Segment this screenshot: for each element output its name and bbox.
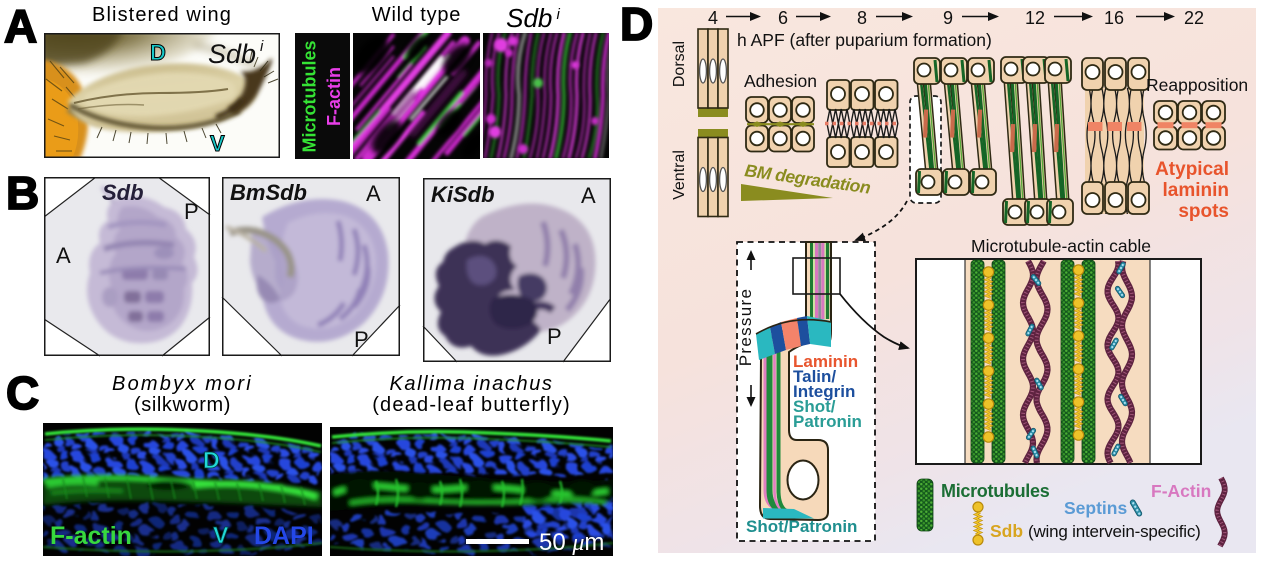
svg-text:h APF (after puparium formatio: h APF (after puparium formation) xyxy=(737,30,992,50)
svg-text:Microtubule-actin cable: Microtubule-actin cable xyxy=(971,236,1151,256)
svg-text:P: P xyxy=(547,324,562,349)
svg-text:Talin/: Talin/ xyxy=(793,367,836,386)
svg-text:Sdb: Sdb xyxy=(990,521,1023,541)
svg-text:Dorsal: Dorsal xyxy=(671,41,688,87)
svg-text:DAPI: DAPI xyxy=(254,522,314,550)
svg-text:Reapposition: Reapposition xyxy=(1146,75,1248,95)
svg-text:Patronin: Patronin xyxy=(793,412,862,431)
svg-text:50 μm: 50 μm xyxy=(539,529,604,556)
svg-text:spots: spots xyxy=(1178,201,1229,222)
svg-text:V: V xyxy=(210,131,225,156)
svg-text:Pressure: Pressure xyxy=(736,288,755,366)
svg-text:A: A xyxy=(581,183,596,208)
svg-text:Laminin: Laminin xyxy=(793,352,858,371)
svg-text:12: 12 xyxy=(1025,8,1045,28)
svg-text:V: V xyxy=(213,522,229,548)
svg-text:Sdb: Sdb xyxy=(208,39,256,69)
svg-text:22: 22 xyxy=(1184,8,1204,28)
svg-text:Shot/Patronin: Shot/Patronin xyxy=(746,517,857,536)
svg-text:16: 16 xyxy=(1104,8,1124,28)
svg-text:Sdb: Sdb xyxy=(102,180,144,205)
svg-text:9: 9 xyxy=(943,8,953,28)
svg-text:laminin: laminin xyxy=(1162,180,1229,201)
svg-text:Ventral: Ventral xyxy=(671,150,688,200)
svg-text:8: 8 xyxy=(857,8,867,28)
svg-text:i: i xyxy=(260,38,264,55)
svg-text:Adhesion: Adhesion xyxy=(744,71,817,91)
svg-text:A: A xyxy=(366,181,381,206)
svg-text:BmSdb: BmSdb xyxy=(230,180,307,205)
svg-text:Atypical: Atypical xyxy=(1155,159,1229,180)
svg-text:Integrin: Integrin xyxy=(793,382,855,401)
svg-text:4: 4 xyxy=(708,8,718,28)
svg-text:A: A xyxy=(56,243,71,268)
svg-text:P: P xyxy=(184,199,199,224)
svg-text:Septins: Septins xyxy=(1064,498,1127,518)
svg-text:D: D xyxy=(150,40,166,65)
svg-text:D: D xyxy=(203,447,220,473)
svg-text:(wing intervein-specific): (wing intervein-specific) xyxy=(1028,522,1201,541)
svg-text:Microtubules: Microtubules xyxy=(941,481,1050,501)
svg-text:6: 6 xyxy=(778,8,788,28)
svg-text:KiSdb: KiSdb xyxy=(431,182,495,207)
svg-text:Shot/: Shot/ xyxy=(793,397,836,416)
svg-text:F-Actin: F-Actin xyxy=(1151,481,1211,501)
svg-text:F-actin: F-actin xyxy=(50,522,132,550)
svg-text:P: P xyxy=(354,327,369,352)
